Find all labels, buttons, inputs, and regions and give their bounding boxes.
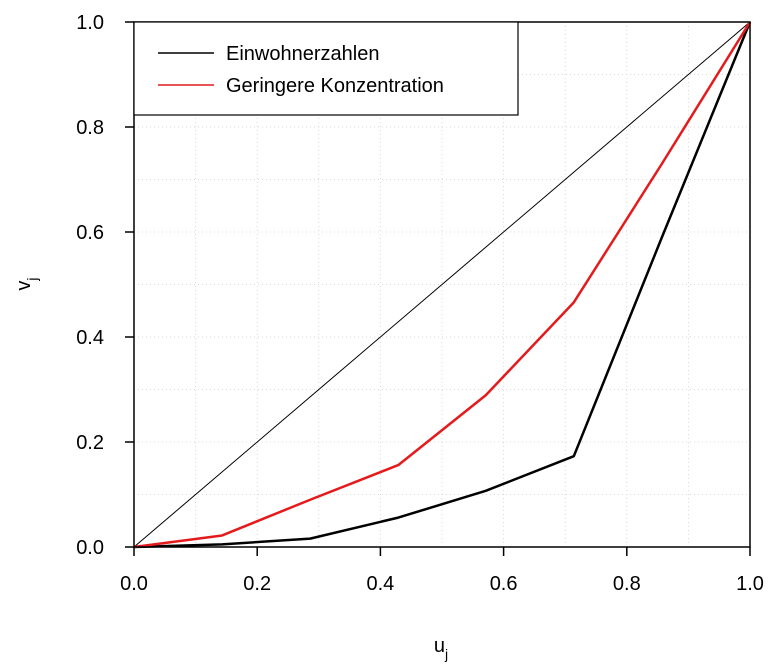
y-tick-label: 0.8	[76, 117, 104, 139]
x-axis-title-sub: j	[444, 646, 448, 662]
x-axis: 0.0 0.2 0.4 0.6 0.8 1.0	[120, 547, 764, 595]
x-tick-label: 0.0	[120, 573, 148, 595]
y-tick-label: 0.4	[76, 327, 104, 349]
y-axis: 0.0 0.2 0.4 0.6 0.8 1.0	[76, 12, 134, 559]
y-tick-label: 0.2	[76, 432, 104, 454]
legend-box	[134, 22, 518, 115]
y-tick-label: 0.6	[76, 222, 104, 244]
y-tick-label: 1.0	[76, 12, 104, 34]
y-axis-title: vj	[13, 277, 40, 290]
x-tick-label: 0.2	[243, 573, 271, 595]
x-axis-title-main: u	[434, 635, 445, 657]
x-tick-label: 0.6	[490, 573, 518, 595]
x-tick-label: 0.8	[613, 573, 641, 595]
y-tick-label: 0.0	[76, 537, 104, 559]
legend-label: Einwohnerzahlen	[226, 43, 379, 65]
legend-label: Geringere Konzentration	[226, 75, 444, 97]
y-axis-title-main: v	[13, 281, 35, 291]
y-axis-title-sub: j	[24, 277, 40, 281]
x-tick-label: 1.0	[736, 573, 764, 595]
legend: Einwohnerzahlen Geringere Konzentration	[134, 22, 518, 115]
x-axis-title: uj	[434, 635, 448, 662]
x-tick-label: 0.4	[366, 573, 394, 595]
